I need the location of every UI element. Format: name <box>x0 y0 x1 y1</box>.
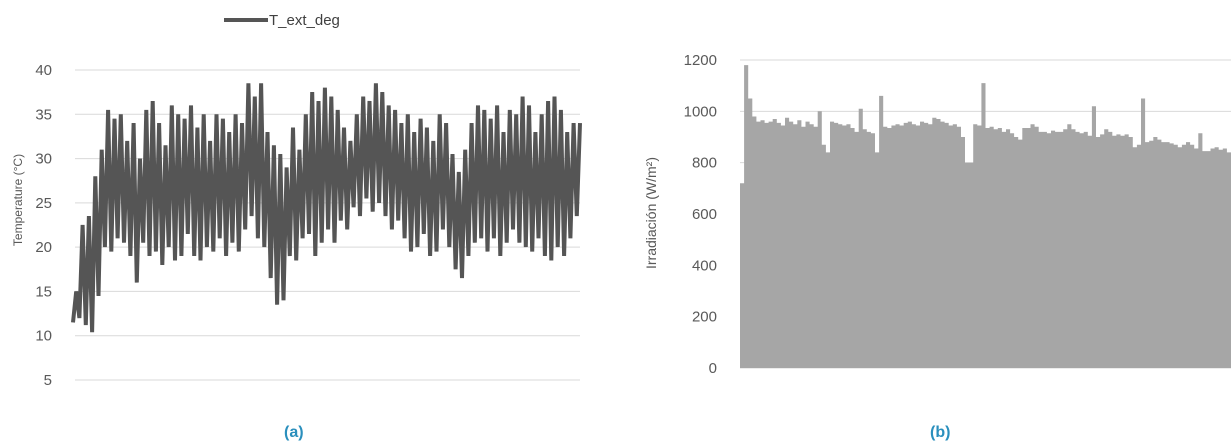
series-line-t-ext-deg <box>71 83 582 333</box>
temperature-chart: 5 10 15 20 25 30 35 40 Temperature (°C) T_ext_d… <box>11 12 582 389</box>
y-tick-label: 20 <box>35 239 52 256</box>
irradiance-chart: 0 200 400 600 800 1000 1200 Irradiación (W/m²) <box>643 52 1231 377</box>
y-tick-label: 1200 <box>684 52 717 69</box>
y-tick-label: 600 <box>692 206 717 223</box>
y-axis-title-irradiance: Irradiación (W/m²) <box>643 157 659 269</box>
y-tick-label: 800 <box>692 155 717 172</box>
y-tick-label: 1000 <box>684 103 717 120</box>
y-tick-label: 400 <box>692 257 717 274</box>
y-axis-title-temperature: Temperature (°C) <box>11 154 25 246</box>
y-tick-label: 200 <box>692 309 717 326</box>
y-tick-label: 35 <box>35 106 52 123</box>
y-tick-label: 0 <box>709 360 717 377</box>
legend-label: T_ext_deg <box>269 12 340 29</box>
y-tick-label: 25 <box>35 195 52 212</box>
y-tick-label: 15 <box>35 283 52 300</box>
y-tick-label: 40 <box>35 62 52 79</box>
y-tick-label: 5 <box>44 372 52 389</box>
caption-a: (a) <box>284 424 304 441</box>
legend: T_ext_deg <box>224 12 340 29</box>
y-tick-label: 10 <box>35 328 52 345</box>
y-tick-label: 30 <box>35 151 52 168</box>
series-area-irradiance <box>740 65 1231 368</box>
caption-b: (b) <box>930 424 951 441</box>
